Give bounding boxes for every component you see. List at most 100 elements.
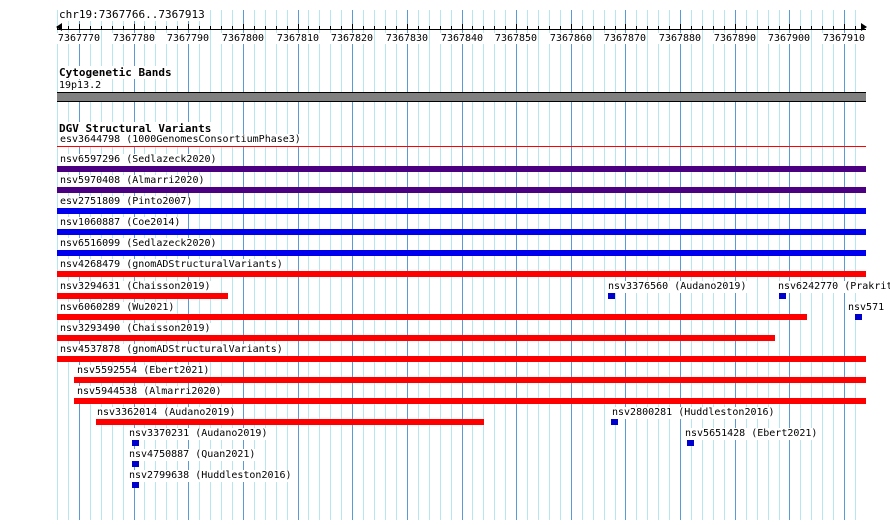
- variant-bar-nsv3362014[interactable]: [96, 419, 484, 425]
- grid-line-minor: [363, 10, 364, 520]
- grid-line-minor: [341, 10, 342, 520]
- ruler-tick-minor: [57, 26, 58, 30]
- ruler-axis-line: [57, 29, 866, 30]
- ruler-tick-minor: [68, 26, 69, 30]
- ruler-tick-minor: [472, 26, 473, 30]
- ruler-tick-major: [625, 24, 626, 30]
- ruler-tick-label: 7367830: [384, 33, 430, 44]
- variant-bar-esv2751809[interactable]: [57, 208, 866, 214]
- variant-marker-nsv2800281[interactable]: [611, 418, 618, 425]
- grid-line-minor: [658, 10, 659, 520]
- variant-bar-nsv3293490[interactable]: [57, 335, 775, 341]
- variant-bar-nsv5592554[interactable]: [74, 377, 866, 383]
- ruler-tick-minor: [494, 26, 495, 30]
- ruler-tick-minor: [155, 26, 156, 30]
- ruler-tick-minor: [166, 26, 167, 30]
- grid-line-minor: [855, 10, 856, 520]
- ruler-tick-minor: [527, 26, 528, 30]
- ruler-tick-minor: [746, 26, 747, 30]
- ruler-tick-minor: [429, 26, 430, 30]
- variant-marker-nsv571[interactable]: [855, 313, 862, 320]
- grid-line-major: [516, 10, 517, 520]
- ruler-tick-minor: [440, 26, 441, 30]
- variant-marker-nsv3376560[interactable]: [608, 292, 615, 299]
- variant-marker-nsv3370231[interactable]: [132, 439, 139, 446]
- variant-bar-nsv5944538[interactable]: [74, 398, 866, 404]
- ruler-tick-minor: [265, 26, 266, 30]
- ruler-tick-minor: [800, 26, 801, 30]
- variant-label-nsv4537878: nsv4537878 (gnomADStructuralVariants): [59, 344, 284, 356]
- variant-bar-nsv6516099[interactable]: [57, 250, 866, 256]
- ruler-tick-label: 7367800: [220, 33, 266, 44]
- ruler-tick-major: [844, 24, 845, 30]
- ruler-tick-minor: [713, 26, 714, 30]
- ruler-tick-minor: [319, 26, 320, 30]
- ruler-tick-label: 7367810: [275, 33, 321, 44]
- ruler-right-arrow-icon[interactable]: [861, 23, 867, 31]
- grid-line-minor: [330, 10, 331, 520]
- ruler-tick-minor: [232, 26, 233, 30]
- variant-bar-esv3644798[interactable]: [57, 146, 866, 147]
- variant-label-nsv3370231: nsv3370231 (Audano2019): [128, 428, 269, 440]
- grid-line-minor: [538, 10, 539, 520]
- variant-label-nsv3293490: nsv3293490 (Chaisson2019): [59, 323, 212, 335]
- grid-line-minor: [560, 10, 561, 520]
- grid-line-minor: [451, 10, 452, 520]
- ruler-tick-minor: [549, 26, 550, 30]
- ruler-tick-major: [407, 24, 408, 30]
- ruler-tick-minor: [199, 26, 200, 30]
- ruler-tick-label: 7367780: [111, 33, 157, 44]
- variant-bar-nsv6597296[interactable]: [57, 166, 866, 172]
- ruler-tick-label: 7367770: [56, 33, 102, 44]
- grid-line-minor: [636, 10, 637, 520]
- variant-marker-nsv4750887[interactable]: [132, 460, 139, 467]
- ruler-tick-major: [243, 24, 244, 30]
- variant-marker-nsv5651428[interactable]: [687, 439, 694, 446]
- grid-line-minor: [702, 10, 703, 520]
- ruler-tick-minor: [560, 26, 561, 30]
- grid-line-minor: [593, 10, 594, 520]
- grid-line-minor: [669, 10, 670, 520]
- grid-line-minor: [757, 10, 758, 520]
- ruler-tick-minor: [112, 26, 113, 30]
- variant-marker-nsv6242770[interactable]: [779, 292, 786, 299]
- variant-label-nsv5944538: nsv5944538 (Almarri2020): [76, 386, 223, 398]
- ruler-tick-major: [462, 24, 463, 30]
- cytoband-bar[interactable]: [57, 92, 866, 102]
- ruler-tick-minor: [647, 26, 648, 30]
- grid-line-minor: [494, 10, 495, 520]
- ruler-tick-minor: [363, 26, 364, 30]
- variant-bar-nsv5970408[interactable]: [57, 187, 866, 193]
- variant-bar-nsv3294631[interactable]: [57, 293, 228, 299]
- variant-label-nsv5592554: nsv5592554 (Ebert2021): [76, 365, 211, 377]
- variant-bar-nsv1060887[interactable]: [57, 229, 866, 235]
- grid-line-major: [407, 10, 408, 520]
- ruler-left-arrow-icon[interactable]: [56, 23, 62, 31]
- grid-line-minor: [287, 10, 288, 520]
- variant-marker-nsv2799638[interactable]: [132, 481, 139, 488]
- grid-line-major: [735, 10, 736, 520]
- variant-label-nsv2799638: nsv2799638 (Huddleston2016): [128, 470, 293, 482]
- variant-label-nsv3376560: nsv3376560 (Audano2019): [607, 281, 748, 293]
- ruler-tick-label: 7367900: [766, 33, 812, 44]
- variant-bar-nsv4268479[interactable]: [57, 271, 866, 277]
- ruler-tick-minor: [483, 26, 484, 30]
- ruler-tick-minor: [385, 26, 386, 30]
- ruler-tick-minor: [538, 26, 539, 30]
- grid-line-minor: [811, 10, 812, 520]
- ruler-tick-minor: [691, 26, 692, 30]
- ruler-tick-label: 7367840: [439, 33, 485, 44]
- coordinate-ruler[interactable]: chr19:7367766..7367913 7367770 7367780 736…: [56, 9, 867, 44]
- variant-bar-nsv4537878[interactable]: [57, 356, 866, 362]
- ruler-tick-major: [79, 24, 80, 30]
- ruler-tick-minor: [833, 26, 834, 30]
- grid-line-minor: [308, 10, 309, 520]
- variant-label-esv3644798: esv3644798 (1000GenomesConsortiumPhase3): [59, 134, 302, 146]
- variant-label-nsv3294631: nsv3294631 (Chaisson2019): [59, 281, 212, 293]
- ruler-tick-label: 7367850: [493, 33, 539, 44]
- ruler-tick-major: [134, 24, 135, 30]
- section-title-dgv-structural-variants: DGV Structural Variants: [58, 122, 213, 135]
- grid-line-major: [680, 10, 681, 520]
- ruler-tick-minor: [505, 26, 506, 30]
- variant-bar-nsv6060289[interactable]: [57, 314, 807, 320]
